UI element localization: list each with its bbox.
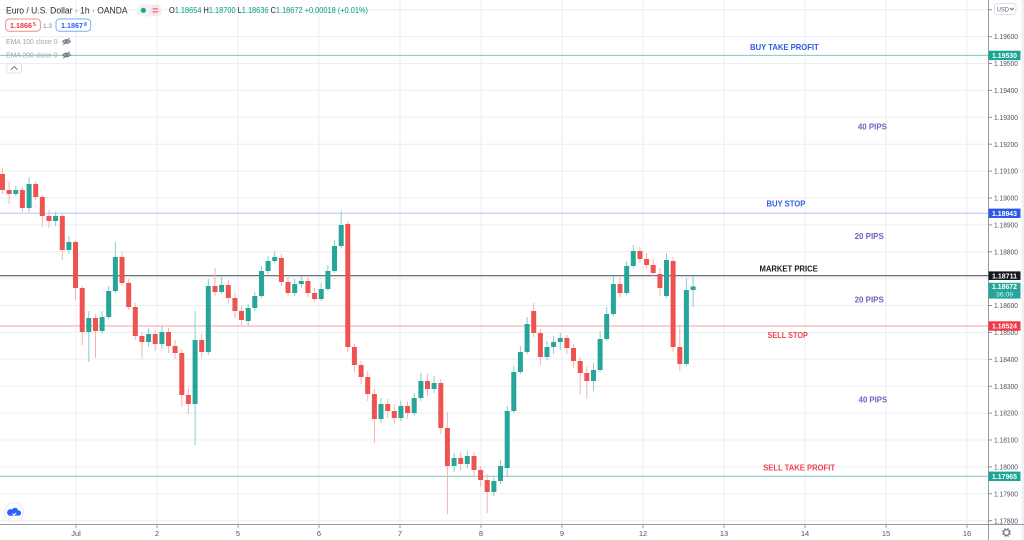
svg-text:5: 5: [33, 22, 36, 28]
svg-text:BUY STOP: BUY STOP: [766, 199, 805, 208]
svg-text:1.3: 1.3: [43, 23, 52, 30]
svg-text:1.18800: 1.18800: [994, 247, 1018, 256]
svg-text:1.17800: 1.17800: [994, 516, 1018, 525]
svg-text:1.19300: 1.19300: [994, 113, 1018, 122]
svg-text:2: 2: [155, 529, 159, 538]
svg-text:1.19000: 1.19000: [994, 194, 1018, 203]
svg-text:USD: USD: [997, 7, 1009, 14]
svg-text:7: 7: [398, 529, 402, 538]
svg-text:40 PIPS: 40 PIPS: [859, 396, 888, 405]
svg-text:SELL TAKE PROFIT: SELL TAKE PROFIT: [763, 464, 835, 473]
svg-text:20 PIPS: 20 PIPS: [855, 296, 885, 305]
svg-text:1.18943: 1.18943: [992, 209, 1017, 218]
svg-text:20 PIPS: 20 PIPS: [855, 232, 885, 241]
svg-text:8: 8: [479, 529, 483, 538]
svg-text:1.18524: 1.18524: [992, 322, 1018, 331]
svg-text:1.18300: 1.18300: [994, 382, 1018, 391]
svg-text:16: 16: [963, 529, 971, 538]
svg-text:EMA 100 close 0: EMA 100 close 0: [6, 37, 58, 46]
svg-text:9: 9: [560, 529, 564, 538]
svg-text:MARKET PRICE: MARKET PRICE: [759, 264, 818, 273]
svg-text:1.18600: 1.18600: [994, 301, 1018, 310]
svg-text:1.19530: 1.19530: [992, 51, 1017, 60]
svg-text:1.18672: 1.18672: [992, 282, 1017, 291]
svg-text:1.18200: 1.18200: [994, 409, 1018, 418]
svg-text:1.19200: 1.19200: [994, 140, 1018, 149]
svg-text:1.18500: 1.18500: [994, 328, 1018, 337]
svg-text:EMA 200 close 0: EMA 200 close 0: [6, 51, 58, 60]
svg-text:1.18400: 1.18400: [994, 355, 1018, 364]
svg-text:SELL STOP: SELL STOP: [767, 331, 808, 340]
svg-text:1.17965: 1.17965: [992, 472, 1017, 481]
svg-text:BUY TAKE PROFIT: BUY TAKE PROFIT: [750, 43, 819, 52]
svg-text:1.18711: 1.18711: [992, 271, 1017, 280]
svg-text:1.18900: 1.18900: [994, 221, 1018, 230]
svg-text:40 PIPS: 40 PIPS: [858, 123, 888, 132]
svg-text:36:09: 36:09: [996, 292, 1013, 299]
svg-text:12: 12: [639, 529, 647, 538]
svg-text:1.18100: 1.18100: [994, 436, 1018, 445]
svg-text:1.1867: 1.1867: [61, 23, 83, 30]
svg-text:1.19500: 1.19500: [994, 59, 1018, 68]
svg-text:1.19100: 1.19100: [994, 167, 1018, 176]
svg-text:O1.18654 H1.18700 L1.18636 C1.: O1.18654 H1.18700 L1.18636 C1.18672 +0.0…: [169, 6, 368, 15]
svg-text:1.17900: 1.17900: [994, 489, 1018, 498]
svg-text:8: 8: [84, 22, 87, 28]
svg-text:15: 15: [882, 529, 890, 538]
svg-text:Jul: Jul: [71, 529, 81, 538]
svg-text:1.19400: 1.19400: [994, 86, 1018, 95]
svg-text:1.18000: 1.18000: [994, 463, 1018, 472]
svg-text:6: 6: [317, 529, 321, 538]
svg-text:13: 13: [720, 529, 728, 538]
svg-text:14: 14: [801, 529, 809, 538]
svg-text:5: 5: [236, 529, 240, 538]
svg-text:1.1866: 1.1866: [10, 23, 32, 30]
svg-text:1.19600: 1.19600: [994, 32, 1018, 41]
svg-text:Euro / U.S. Dollar · 1h · OAND: Euro / U.S. Dollar · 1h · OANDA: [6, 5, 128, 16]
